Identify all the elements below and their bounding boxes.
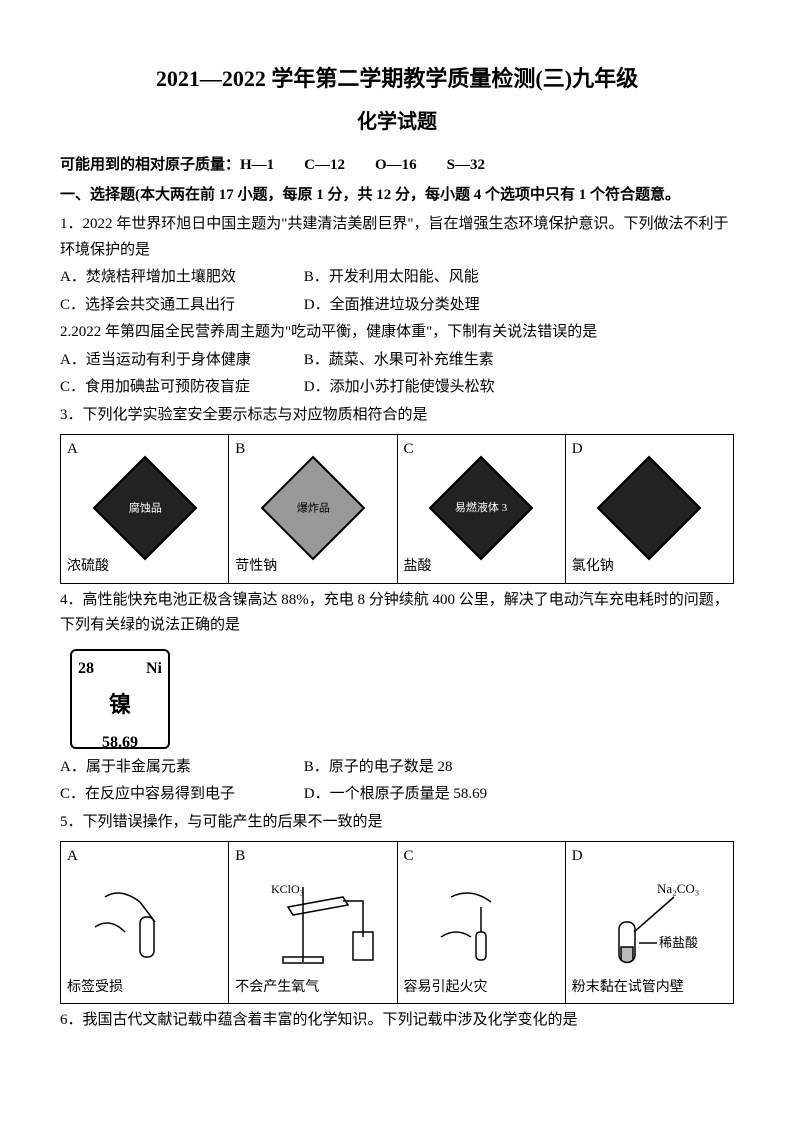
q5-caption-d: 粉末黏在试管内壁 xyxy=(572,976,727,1000)
q1-option-d: D．全面推进垃圾分类处理 xyxy=(304,293,544,319)
q5-caption-b: 不会产生氧气 xyxy=(235,976,390,1000)
q5-stem: 5．下列错误操作，与可能产生的后果不一致的是 xyxy=(60,810,734,836)
q2-option-c: C．食用加碘盐可预防夜盲症 xyxy=(60,375,300,401)
page-title: 2021—2022 学年第二学期教学质量检测(三)九年级 xyxy=(60,60,734,97)
hazard-diamond-icon xyxy=(597,456,702,561)
q5-caption-c: 容易引起火灾 xyxy=(404,976,559,1000)
q3-table: A 腐蚀品 浓硫酸 B 爆炸品 苛性钠 C 易燃液体 3 盐酸 D 氯化钠 xyxy=(60,434,734,583)
element-number: 28 xyxy=(78,655,94,682)
q3-stem: 3．下列化学实验室安全要示标志与对应物质相符合的是 xyxy=(60,403,734,429)
element-tile: 28 Ni 镍 58.69 xyxy=(70,649,170,749)
q3-image-c: 易燃液体 3 xyxy=(404,465,559,551)
q1-option-a: A．焚烧桔秤增加土壤肥效 xyxy=(60,265,300,291)
q2-option-d: D．添加小苏打能使馒头松软 xyxy=(304,375,544,401)
q4-option-c: C．在反应中容易得到电子 xyxy=(60,782,300,808)
q5-header-c: C xyxy=(404,844,559,870)
section-1-heading: 一、选择题(本大两在前 17 小题，每原 1 分，共 12 分，每小题 4 个选… xyxy=(60,183,734,209)
atomic-masses: 可能用到的相对原子质量：H—1 C—12 O—16 S—32 xyxy=(60,153,734,179)
q2-option-b: B．蔬菜、水果可补充维生素 xyxy=(304,348,544,374)
svg-text:Na₂CO₃: Na₂CO₃ xyxy=(657,881,699,896)
hazard-diamond-icon: 爆炸品 xyxy=(261,456,366,561)
element-symbol: Ni xyxy=(146,655,162,682)
svg-text:稀盐酸: 稀盐酸 xyxy=(659,935,698,950)
q5-image-d: Na₂CO₃ 稀盐酸 xyxy=(572,872,727,972)
page-subtitle: 化学试题 xyxy=(60,105,734,139)
element-name: 镍 xyxy=(78,686,162,723)
q3-image-b: 爆炸品 xyxy=(235,465,390,551)
q2-option-a: A．适当运动有利于身体健康 xyxy=(60,348,300,374)
hazard-diamond-icon: 易燃液体 3 xyxy=(429,456,534,561)
q5-table: A 标签受损 B KClO₃ xyxy=(60,841,734,1004)
q4-option-a: A．属于非金属元素 xyxy=(60,755,300,781)
q5-image-b: KClO₃ xyxy=(235,872,390,972)
element-mass: 58.69 xyxy=(78,729,162,756)
q2-stem: 2.2022 年第四届全民营养周主题为"吃动平衡，健康体重"，下制有关说法错误的… xyxy=(60,320,734,346)
q6-stem: 6．我国古代文献记载中蕴含着丰富的化学知识。下列记载中涉及化学变化的是 xyxy=(60,1008,734,1034)
hazard-diamond-icon: 腐蚀品 xyxy=(92,456,197,561)
q1-stem: 1．2022 年世界环旭日中国主题为"共建清洁美剧巨界"，旨在增强生态环境保护意… xyxy=(60,212,734,263)
q1-option-c: C．选择会共交通工具出行 xyxy=(60,293,300,319)
apparatus-sketch-icon xyxy=(421,877,541,967)
q3-image-d xyxy=(572,465,727,551)
q4-option-b: B．原子的电子数是 28 xyxy=(304,755,544,781)
apparatus-sketch-icon: Na₂CO₃ 稀盐酸 xyxy=(579,877,719,967)
q5-caption-a: 标签受损 xyxy=(67,976,222,1000)
svg-text:KClO₃: KClO₃ xyxy=(271,882,304,896)
q5-image-a xyxy=(67,872,222,972)
q5-header-b: B xyxy=(235,844,390,870)
q4-stem: 4．高性能快充电池正极含镍高达 88%，充电 8 分钟续航 400 公里，解决了… xyxy=(60,588,734,639)
q5-header-d: D xyxy=(572,844,727,870)
q4-option-d: D．一个根原子质量是 58.69 xyxy=(304,782,544,808)
q1-option-b: B．开发利用太阳能、风能 xyxy=(304,265,544,291)
apparatus-sketch-icon xyxy=(85,877,205,967)
q5-image-c xyxy=(404,872,559,972)
apparatus-sketch-icon: KClO₃ xyxy=(243,877,383,967)
q3-image-a: 腐蚀品 xyxy=(67,465,222,551)
q5-header-a: A xyxy=(67,844,222,870)
